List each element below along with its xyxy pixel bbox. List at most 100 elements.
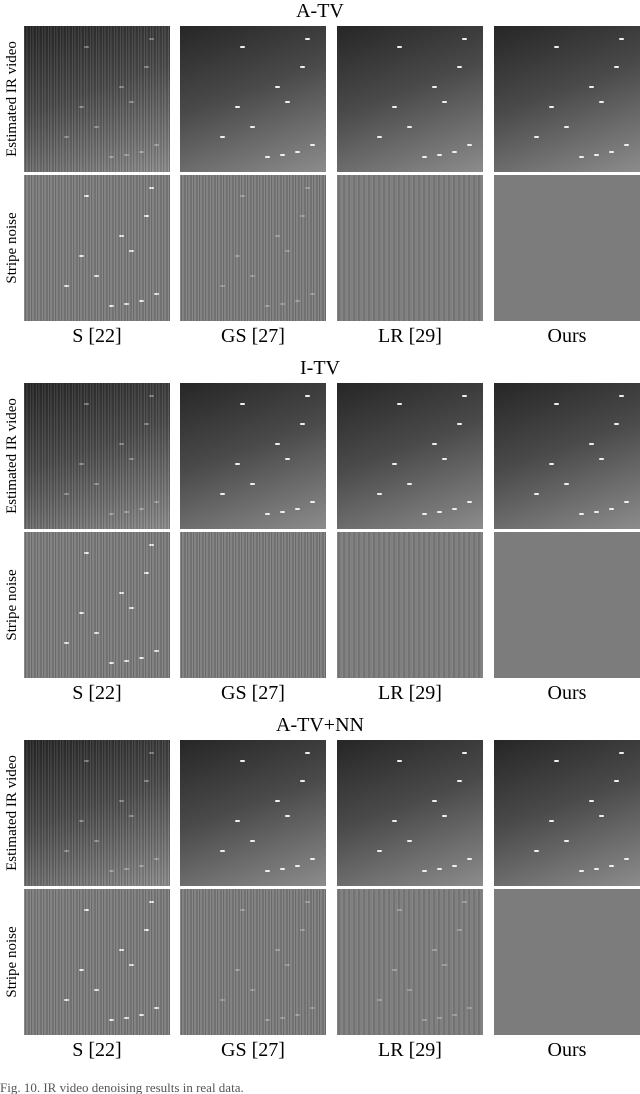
bird (554, 46, 559, 48)
bird (265, 1019, 270, 1021)
bird (124, 660, 129, 662)
bird (457, 929, 462, 931)
bird (119, 592, 124, 594)
bird (422, 156, 427, 158)
bird (554, 403, 559, 405)
bird (129, 964, 134, 966)
image-panel (494, 889, 640, 1035)
bird (310, 501, 315, 503)
column-label: LR [29] (378, 325, 442, 347)
bird (589, 86, 594, 88)
bird (280, 303, 285, 305)
bird (534, 850, 539, 852)
bird (79, 820, 84, 822)
bird (377, 493, 382, 495)
column-label: LR [29] (378, 1039, 442, 1061)
bird (265, 305, 270, 307)
bird (94, 840, 99, 842)
bird (377, 136, 382, 138)
bird (599, 101, 604, 103)
bird (422, 513, 427, 515)
bird (109, 662, 114, 664)
bird (235, 463, 240, 465)
image-panel (24, 532, 170, 678)
bird (549, 463, 554, 465)
bird (407, 840, 412, 842)
bird (79, 612, 84, 614)
image-panel (24, 175, 170, 321)
bird (392, 106, 397, 108)
image-panel (24, 740, 170, 886)
bird (240, 195, 245, 197)
bird (109, 1019, 114, 1021)
bird (564, 483, 569, 485)
bird (139, 508, 144, 510)
bird (280, 868, 285, 870)
image-panel (180, 383, 326, 529)
bird (64, 285, 69, 287)
bird (124, 303, 129, 305)
bird (94, 989, 99, 991)
image-panel (180, 175, 326, 321)
bird (422, 870, 427, 872)
bird (305, 752, 310, 754)
bird (119, 800, 124, 802)
bird (64, 850, 69, 852)
bird (144, 929, 149, 931)
bird (154, 1007, 159, 1009)
bird (422, 1019, 427, 1021)
bird (609, 508, 614, 510)
bird (240, 760, 245, 762)
bird (235, 106, 240, 108)
image-panel (180, 26, 326, 172)
bird (295, 1014, 300, 1016)
bird (437, 154, 442, 156)
bird (310, 293, 315, 295)
bird (300, 929, 305, 931)
bird (79, 969, 84, 971)
bird (614, 66, 619, 68)
image-panel (337, 889, 483, 1035)
bird (220, 850, 225, 852)
bird (94, 632, 99, 634)
bird (275, 235, 280, 237)
bird (144, 572, 149, 574)
bird (94, 275, 99, 277)
bird (457, 423, 462, 425)
bird (220, 136, 225, 138)
bird (624, 144, 629, 146)
bird (280, 154, 285, 156)
bird (109, 870, 114, 872)
column-label: GS [27] (221, 682, 285, 704)
bird (139, 300, 144, 302)
bird (624, 858, 629, 860)
column-label: Ours (547, 1039, 587, 1061)
bird (295, 151, 300, 153)
bird (139, 151, 144, 153)
bird (397, 760, 402, 762)
bird (144, 780, 149, 782)
bird (220, 285, 225, 287)
image-panel (24, 26, 170, 172)
bird (407, 126, 412, 128)
bird (129, 815, 134, 817)
bird (250, 840, 255, 842)
bird (310, 1007, 315, 1009)
bird (442, 101, 447, 103)
bird (300, 215, 305, 217)
bird (432, 443, 437, 445)
row-label: Estimated IR video (4, 41, 20, 157)
bird (154, 144, 159, 146)
image-panel (180, 889, 326, 1035)
bird (235, 969, 240, 971)
row-label: Stripe noise (4, 212, 20, 284)
bird (310, 858, 315, 860)
section-title: I-TV (300, 357, 340, 379)
bird (462, 901, 467, 903)
image-panel (494, 383, 640, 529)
bird (437, 1017, 442, 1019)
bird (275, 443, 280, 445)
bird (619, 752, 624, 754)
bird (64, 493, 69, 495)
bird (300, 423, 305, 425)
